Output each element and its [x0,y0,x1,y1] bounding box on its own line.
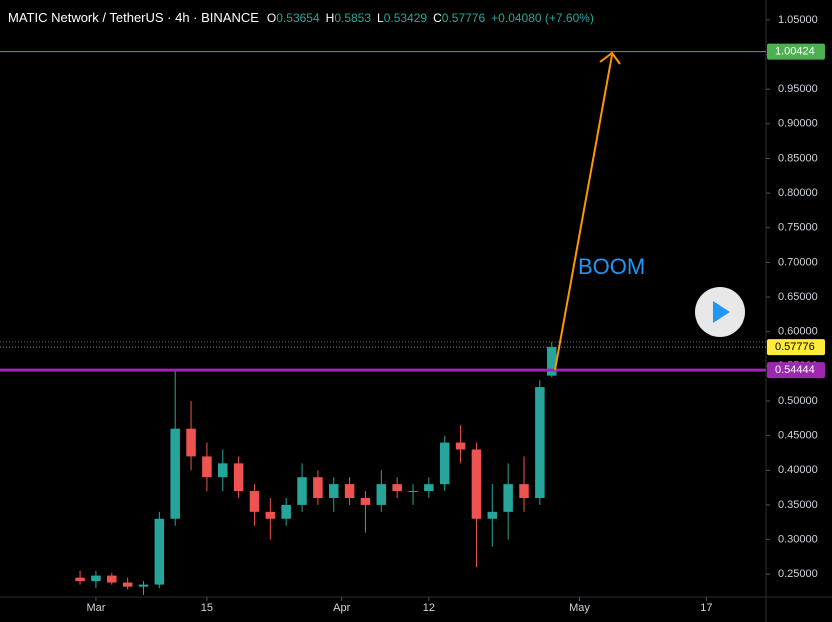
y-tick-label: 0.30000 [778,533,818,545]
y-tick-label: 0.50000 [778,395,818,407]
y-tick-label: 0.25000 [778,568,818,580]
ohlc-label: O [267,11,276,25]
candle-body [471,449,482,519]
candle-body [265,511,276,519]
candle-body [233,463,244,492]
x-tick-label: 12 [423,602,435,614]
y-tick-label: 0.80000 [778,187,818,199]
candle-body [487,511,498,519]
candle-body [455,442,466,450]
ohlc-value: 0.53429 [384,11,428,25]
y-tick-label: 0.70000 [778,256,818,268]
y-tick-label: 1.05000 [778,14,818,26]
ohlc-value: 0.53654 [276,11,320,25]
price-level-tag [767,339,825,356]
candle-body [170,428,180,519]
change: +0.04080 (+7.60%) [491,11,594,25]
y-tick-label: 0.90000 [778,118,818,130]
annotation: BOOM [578,254,645,279]
header: MATIC Network / TetherUS · 4h · BINANCE O… [8,10,594,25]
arrow [554,54,613,371]
candle-body [218,463,228,478]
candle-body [154,518,165,585]
x-tick-label: 15 [201,602,213,614]
y-tick-label: 0.40000 [778,464,818,476]
candle-body [202,456,212,478]
candle-body [297,477,307,505]
arrow-head [599,51,621,65]
x-tick-label: 17 [700,602,712,614]
y-tick-label: 0.75000 [778,222,818,234]
candle-body [546,347,557,376]
y-tick-label: 0.35000 [778,499,818,511]
candle-body [503,484,513,512]
candle-body [281,504,291,519]
y-tick-label: 0.85000 [778,152,818,164]
ohlc-value: 0.57776 [442,11,486,25]
y-tick-label: 0.45000 [778,430,818,442]
ohlc-value: 0.5853 [334,11,371,25]
price-level-label: 0.54444 [775,364,815,376]
candle-body [313,477,323,498]
candle-body [392,484,402,492]
y-tick-label: 0.95000 [778,83,818,95]
price-level-label: 0.57776 [775,341,815,353]
candle-body [535,387,545,498]
play-icon[interactable] [713,301,730,323]
ohlc-label: C [433,11,442,25]
candle-body [424,484,434,492]
candle-body [344,484,355,498]
candle-body [91,575,101,582]
price-level-label: 1.00424 [775,45,815,57]
symbol-title: MATIC Network / TetherUS · 4h · BINANCE [8,10,259,25]
candle-body [107,575,117,583]
x-tick-label: May [569,602,590,614]
x-tick-label: Mar [86,602,105,614]
candle-body [519,484,529,498]
candle-body [186,428,196,457]
ohlc-label: H [326,11,335,25]
candle-body [360,497,371,505]
candle-body [249,491,260,512]
candle-body [75,577,85,582]
price-level-tag [767,43,825,60]
y-tick-label: 0.65000 [778,291,818,303]
price-level-tag [767,362,825,379]
candle-body [439,442,450,485]
candle-body [408,491,418,493]
y-tick-label: 0.60000 [778,326,818,338]
candle-body [138,584,149,587]
ohlc-label: L [377,11,384,25]
candle-body [376,484,387,505]
candle-body [328,484,339,498]
candle-body [122,582,133,587]
x-tick-label: Apr [333,602,350,614]
